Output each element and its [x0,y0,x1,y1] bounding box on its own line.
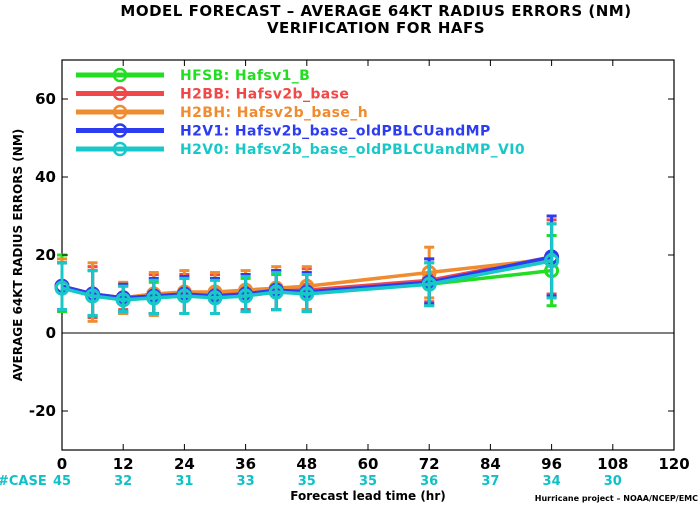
data-point [238,288,254,304]
case-count: 36 [420,474,438,489]
x-tick-label: 0 [57,455,67,473]
x-tick-label: 12 [113,455,134,473]
x-tick-label: 60 [358,455,379,473]
legend-label: H2BH: Hafsv2b_base_h [180,105,368,121]
case-count: 33 [237,474,255,489]
y-tick-label: 20 [35,246,56,264]
x-tick-label: 36 [235,455,256,473]
data-point [176,288,192,304]
data-point [85,288,101,304]
data-point [146,290,162,306]
data-point [268,284,284,300]
case-count: 32 [114,474,132,489]
y-tick-label: 60 [35,90,56,108]
case-count: 45 [53,474,71,489]
x-tick-label: 48 [296,455,317,473]
data-point [544,253,560,269]
data-point [421,276,437,292]
x-tick-label: 72 [419,455,440,473]
y-tick-label: 0 [46,324,56,342]
y-tick-label: -20 [29,402,56,420]
case-count: 35 [359,474,377,489]
legend-entry: H2BB: Hafsv2b_base [76,86,349,103]
case-count: 34 [543,474,561,489]
x-tick-label: 120 [658,455,689,473]
legend: HFSB: Hafsv1_B H2BB: Hafsv2b_base H2BH: Ha… [76,67,525,158]
x-tick-label: 84 [480,455,501,473]
legend-marker [112,86,128,101]
legend-label: H2V1: Hafsv2b_base_oldPBLCUandMP [180,124,491,140]
legend-label: H2BB: Hafsv2b_base [180,87,349,103]
legend-marker [112,141,128,157]
chart-subtitle: VERIFICATION FOR HAFS [267,19,485,37]
x-tick-label: 96 [541,455,562,473]
legend-marker [112,104,128,120]
case-label: #CASE [0,474,47,489]
legend-entry: H2BH: Hafsv2b_base_h [76,104,368,121]
series-line [61,259,552,302]
y-tick-label: 40 [35,168,56,186]
x-axis-label: Forecast lead time (hr) [290,489,446,503]
legend-marker [112,67,128,83]
case-count: 35 [298,474,316,489]
case-count: 30 [604,474,622,489]
legend-entry: HFSB: Hafsv1_B [76,67,310,84]
legend-entry: H2V0: Hafsv2b_base_oldPBLCUandMP_VI0 [76,141,525,158]
credit-text: Hurricane project – NOAA/NCEP/EMC [535,494,698,503]
series-4 [54,222,560,317]
case-count: 37 [481,474,499,489]
plot-area [54,214,674,334]
legend-marker [112,123,128,138]
x-tick-label: 24 [174,455,195,473]
chart-title: MODEL FORECAST – AVERAGE 64KT RADIUS ERR… [120,2,631,20]
legend-label: H2V0: Hafsv2b_base_oldPBLCUandMP_VI0 [180,142,525,158]
data-point [54,280,70,296]
case-count: 31 [175,474,193,489]
y-axis-label: AVERAGE 64KT RADIUS ERRORS (NM) [11,129,25,381]
data-point [299,286,315,302]
x-tick-label: 108 [597,455,628,473]
legend-entry: H2V1: Hafsv2b_base_oldPBLCUandMP [76,123,491,140]
legend-label: HFSB: Hafsv1_B [180,68,310,84]
data-point [115,292,131,308]
data-point [207,290,223,306]
